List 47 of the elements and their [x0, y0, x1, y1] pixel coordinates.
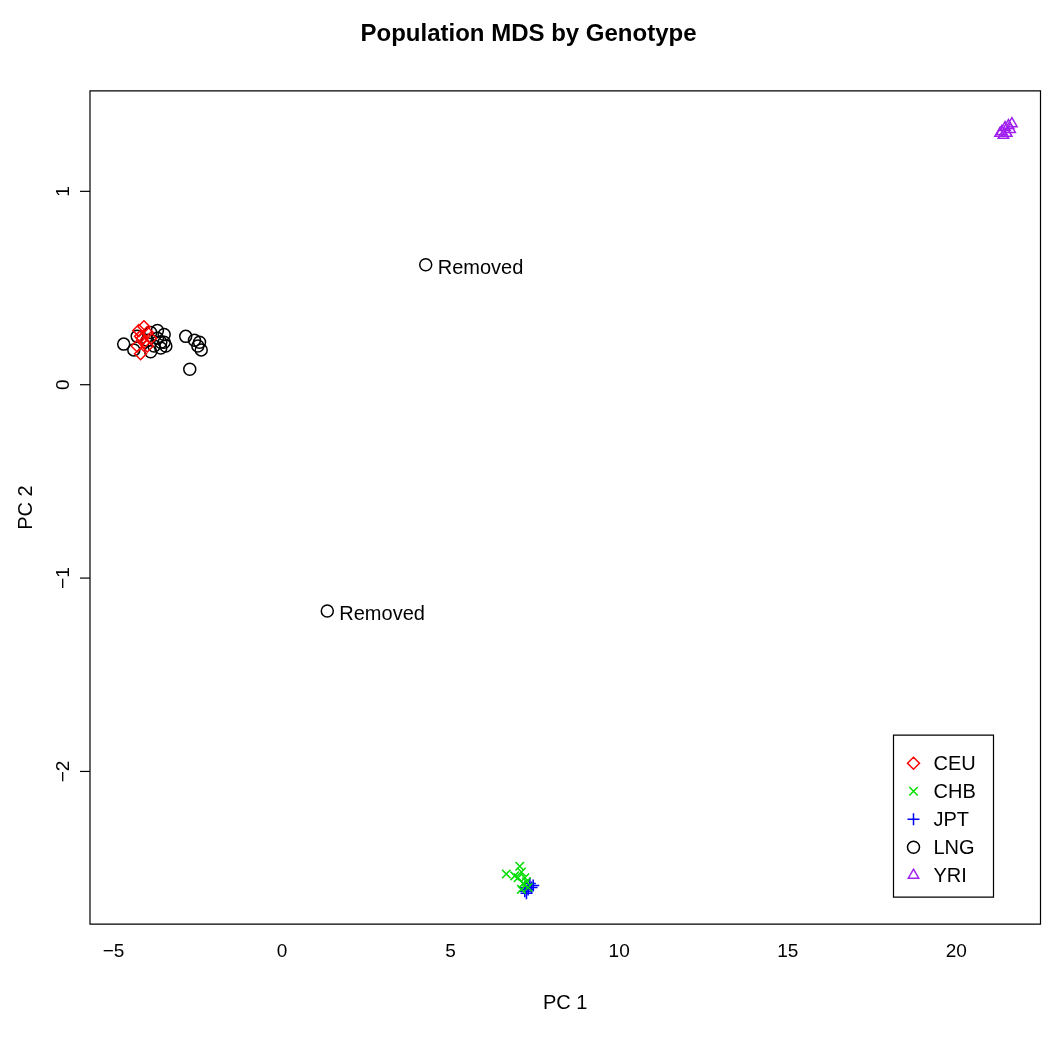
- point: [116, 337, 131, 351]
- point: [150, 331, 165, 346]
- point: [501, 868, 512, 879]
- chart-title: Population MDS by Genotype: [360, 19, 697, 47]
- point: [133, 347, 148, 361]
- point: [187, 333, 202, 347]
- y-tick-label: −2: [52, 760, 74, 783]
- point: [127, 343, 141, 357]
- legend-label: JPT: [933, 807, 970, 830]
- point: [137, 335, 151, 349]
- y-tick-label: 1: [52, 186, 74, 197]
- x-tick-label: 5: [445, 939, 456, 961]
- point: [147, 339, 161, 353]
- legend-label: CHB: [933, 779, 976, 802]
- point: [132, 323, 146, 338]
- point: [320, 604, 335, 618]
- x-tick-label: −5: [102, 939, 125, 961]
- point: [178, 329, 193, 344]
- point: [183, 362, 197, 376]
- point: [192, 335, 207, 349]
- point: [159, 339, 173, 353]
- point: [191, 339, 205, 353]
- legend-label: CEU: [933, 751, 976, 774]
- annotation: Removed: [339, 602, 425, 625]
- annotation: Removed: [437, 256, 524, 279]
- point: [143, 345, 158, 359]
- point: [509, 870, 520, 881]
- x-tick-label: 15: [777, 939, 799, 961]
- point: [513, 872, 524, 883]
- point: [1004, 122, 1017, 134]
- point: [150, 323, 165, 338]
- point: [418, 258, 433, 272]
- x-tick-label: 0: [276, 939, 288, 961]
- point: [130, 339, 144, 353]
- point: [137, 319, 151, 334]
- legend-label: YRI: [933, 863, 967, 886]
- y-axis-title: PC 2: [13, 485, 36, 530]
- y-tick-label: −1: [52, 567, 74, 589]
- point: [157, 327, 171, 342]
- legend-label: LNG: [933, 835, 975, 858]
- x-tick-label: 20: [945, 939, 967, 961]
- point: [194, 343, 208, 357]
- point: [154, 341, 168, 355]
- x-axis-title: PC 1: [543, 990, 588, 1013]
- y-tick-label: 0: [52, 379, 74, 390]
- point: [140, 339, 155, 353]
- x-tick-label: 10: [608, 939, 630, 961]
